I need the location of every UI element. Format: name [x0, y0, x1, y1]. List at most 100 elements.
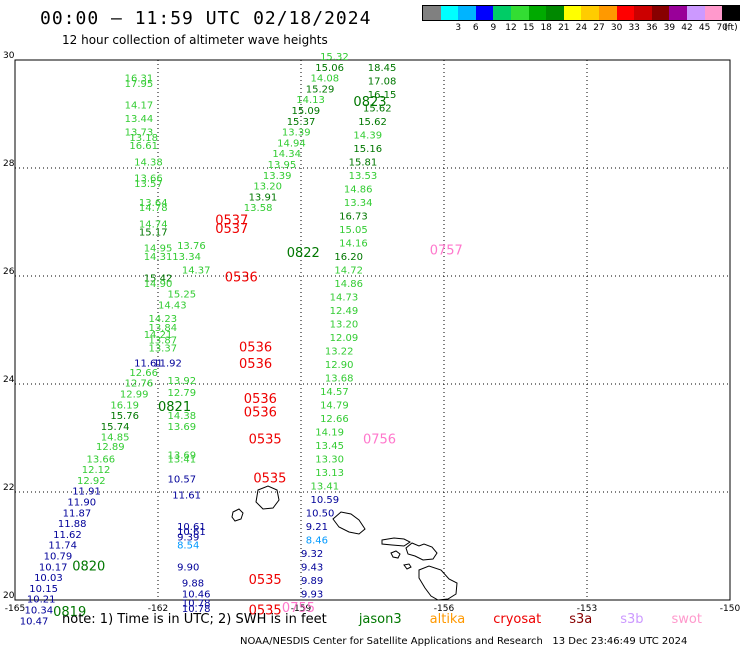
- wave-height-value: 14.13: [296, 95, 325, 106]
- wave-height-value: 17.95: [125, 79, 154, 90]
- wave-height-value: 10.61: [177, 522, 206, 533]
- wave-height-value: 14.86: [334, 279, 363, 290]
- wave-height-value: 15.09: [291, 106, 320, 117]
- legend-label: 36: [646, 23, 658, 33]
- legend-swatch: [528, 6, 547, 20]
- lat-label: 26: [3, 267, 15, 277]
- lon-label: -153: [577, 604, 597, 614]
- wave-height-value: 16.19: [110, 400, 139, 411]
- wave-height-value: 12.49: [330, 306, 359, 317]
- wave-height-value: 14.17: [125, 101, 154, 112]
- wave-height-value: 13.66: [134, 174, 163, 185]
- wave-height-value: 12.92: [77, 476, 106, 487]
- wave-height-value: 14.95: [144, 244, 173, 255]
- pass-time-label: 0536: [239, 341, 272, 356]
- wave-height-value: 13.30: [315, 454, 344, 465]
- wave-height-value: 10.59: [311, 495, 340, 506]
- wave-height-value: 9.90: [177, 562, 199, 573]
- pass-time-label: 0535: [249, 432, 282, 447]
- pass-time-label: 0535: [253, 471, 286, 486]
- wave-height-value: 13.69: [168, 422, 197, 433]
- wave-height-value: 16.31: [125, 74, 154, 85]
- wave-height-value: 14.79: [320, 400, 349, 411]
- wave-height-value: 13.92: [168, 376, 197, 387]
- wave-height-value: 13.34: [344, 198, 373, 209]
- wave-height-value: 11.61: [134, 359, 163, 370]
- legend-label: 27: [593, 23, 605, 33]
- island-oahu: [332, 511, 366, 535]
- wave-height-value: 13.37: [148, 344, 177, 355]
- lat-lon-grid: [14, 59, 731, 601]
- legend-label: 6: [472, 23, 479, 33]
- wave-height-value: 16.15: [368, 90, 397, 101]
- legend-label: 12: [505, 23, 517, 33]
- wave-height-value: 11.92: [153, 359, 182, 370]
- legend-swatch: [563, 6, 582, 20]
- wave-height-value: 13.76: [177, 241, 206, 252]
- wave-height-value: 9.88: [182, 579, 204, 590]
- island-molokai: [381, 537, 411, 547]
- axis-labels: 20 22 24 26 28 30 -165 -162 -159 -156 -153 -150: [3, 51, 740, 614]
- wave-height-value: 14.39: [353, 130, 382, 141]
- wave-height-value: 13.13: [315, 468, 344, 479]
- wave-height-value: 14.34: [272, 149, 301, 160]
- wave-height-value: 13.22: [325, 346, 354, 357]
- wave-height-value: 17.08: [368, 76, 397, 87]
- satellite-altika: altika: [429, 612, 466, 627]
- wave-height-value: 14.23: [148, 314, 177, 325]
- legend-swatch: [634, 6, 652, 20]
- pass-time-label: 0821: [158, 400, 191, 415]
- wave-height-value: 14.31: [144, 252, 173, 263]
- wave-height-value: 11.62: [53, 530, 82, 541]
- map-frame: [14, 59, 731, 601]
- wave-height-value: 11.61: [172, 490, 201, 501]
- wave-height-value: 14.86: [344, 184, 373, 195]
- legend-swatch: [581, 6, 599, 20]
- wave-height-value: 15.17: [139, 228, 168, 239]
- wave-height-value: 12.89: [96, 442, 125, 453]
- footer-timestamp: 13 Dec 23:46:49 UTC 2024: [552, 636, 688, 647]
- map-title: 00:00 – 11:59 UTC 02/18/2024: [40, 8, 372, 29]
- wave-height-value: 14.90: [144, 279, 173, 290]
- legend-label: 21: [558, 23, 570, 33]
- hawaiian-islands: [231, 485, 458, 601]
- legend-label: 70: [716, 23, 728, 33]
- wave-height-value: 13.87: [148, 336, 177, 347]
- island-hawaii: [418, 565, 458, 601]
- wave-height-value: 16.73: [339, 211, 368, 222]
- wave-height-value: 13.41: [311, 481, 340, 492]
- wave-height-value: 13.57: [134, 179, 163, 190]
- lat-label: 24: [3, 375, 15, 385]
- wave-height-value: 10.78: [182, 598, 211, 609]
- legend-label: 33: [628, 23, 640, 33]
- wave-height-value: 15.62: [363, 103, 392, 114]
- legend-swatch: [510, 6, 529, 20]
- wave-height-value: 12.66: [320, 414, 349, 425]
- legend-unit: (ft): [724, 23, 738, 33]
- pass-time-label: 0755: [282, 601, 315, 616]
- legend-swatch: [616, 6, 635, 20]
- satellite-swot: swot: [671, 612, 702, 627]
- wave-height-value: 15.81: [349, 157, 378, 168]
- wave-height-value: 10.03: [34, 573, 63, 584]
- wave-height-value: 10.79: [44, 552, 73, 563]
- wave-height-value: 12.66: [129, 368, 158, 379]
- wave-height-value: 13.18: [129, 133, 158, 144]
- wave-height-value: 13.41: [168, 454, 197, 465]
- satellite-s3b: s3b: [620, 612, 644, 627]
- wave-height-value: 14.78: [139, 203, 168, 214]
- wave-height-value: 8.54: [177, 541, 199, 552]
- legend-swatch: [458, 6, 476, 20]
- wave-height-value: 15.05: [339, 225, 368, 236]
- wave-height-value: 10.61: [177, 527, 206, 538]
- legend-labels: 3 6 9 12 15 18 21 24 27 30 33 36 39 42 45 70 (ft): [422, 21, 740, 33]
- pass-time-label: 0819: [53, 605, 86, 620]
- wave-height-value: 15.42: [144, 273, 173, 284]
- wave-height-value: 15.76: [110, 411, 139, 422]
- pass-time-label: 0822: [287, 246, 320, 261]
- wave-height-value: 13.73: [125, 128, 154, 139]
- wave-height-value: 15.16: [353, 144, 382, 155]
